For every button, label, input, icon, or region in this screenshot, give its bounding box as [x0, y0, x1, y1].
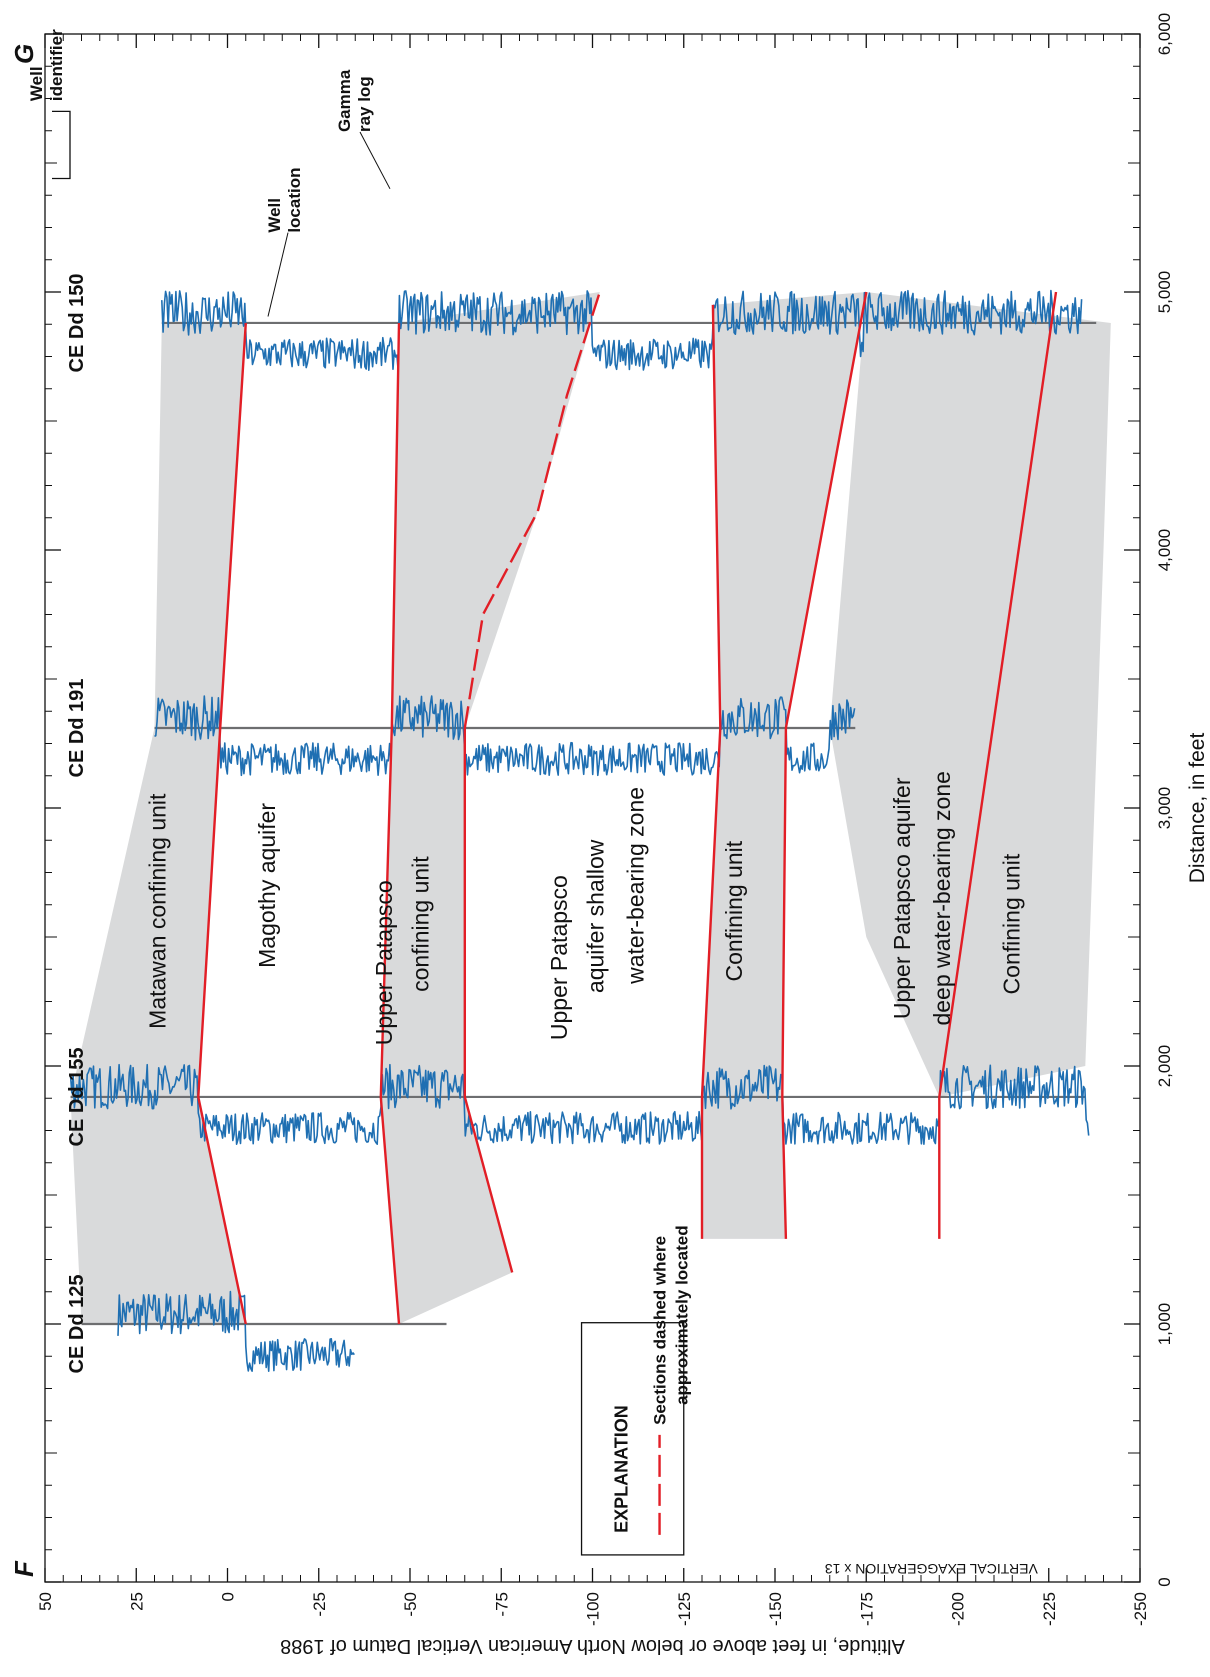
contact-line-7: [938, 291, 1058, 1239]
x-tick-label-3000: 3,000: [1155, 787, 1174, 830]
unit-label-2: Magothy aquifer: [254, 803, 280, 968]
unit-label-3: Upper Patapsco: [371, 880, 397, 1045]
x-tick-label-6000: 6,000: [1155, 13, 1174, 56]
key-well-loc-leader: [267, 232, 289, 317]
contact-line-3: [463, 728, 514, 1273]
y-tick-label-7: -125: [675, 1592, 694, 1626]
contact-line-5: [700, 304, 722, 1239]
unit-label-9: Upper Patapsco aquifer: [889, 777, 915, 1019]
explanation-entry-1: Sections dashed where: [651, 1236, 670, 1425]
explanation-box: EXPLANATION Sections dashed where approxim…: [580, 1225, 692, 1556]
unit-label-11: Confining unit: [999, 853, 1025, 994]
explanation-frame: [580, 1322, 685, 1556]
unit-label-7: water-bearing zone: [623, 787, 649, 985]
labels: F G CE Dd 125 CE Dd 155 CE Dd 191 CE Dd 150 Ma…: [9, 29, 1038, 1577]
explanation-title: EXPLANATION: [612, 1405, 632, 1533]
shaded-unit-3: [702, 292, 867, 1239]
gamma-logs: [69, 289, 1090, 1372]
axes: 0 1,000 2,000 3,000 4,000 5,000 6,000 50 25 0 -25 -…: [36, 13, 1209, 1657]
section-label-end: G: [9, 44, 39, 64]
well-id-label-2: CE Dd 155: [66, 1047, 88, 1146]
shaded-units: [70, 292, 1111, 1324]
key-well-loc-1: Well: [265, 198, 284, 233]
gamma-log-3: [154, 695, 856, 777]
unit-label-1: Matawan confining unit: [144, 793, 170, 1029]
contact-line-2: [379, 322, 401, 1325]
explanation-entry-2: approximately located: [673, 1225, 692, 1405]
unit-label-6: aquifer shallow: [582, 839, 608, 993]
key-well-loc-2: location: [285, 167, 304, 232]
well-id-label-1: CE Dd 125: [66, 1275, 88, 1374]
shaded-unit-4: [829, 292, 1111, 1097]
y-tick-label-5: -75: [492, 1592, 511, 1617]
gamma-log-2: [69, 1063, 1090, 1145]
x-axis-title: Distance, in feet: [1186, 733, 1209, 884]
y-tick-label-10: -200: [949, 1592, 968, 1626]
unit-label-8: Confining unit: [721, 840, 747, 981]
y-tick-label-12: -250: [1131, 1592, 1150, 1626]
y-tick-label-3: -25: [310, 1592, 329, 1617]
section-label-start: F: [9, 1560, 39, 1577]
y-tick-label-6: -100: [584, 1592, 603, 1626]
x-tick-label-5000: 5,000: [1155, 271, 1174, 314]
contact-line-6: [781, 291, 868, 1239]
key-gamma-2: ray log: [355, 76, 374, 132]
gamma-log-1: [117, 1290, 355, 1372]
shaded-unit-2: [380, 292, 600, 1324]
x-tick-label-1000: 1,000: [1155, 1303, 1174, 1346]
vertical-exaggeration: VERTICAL EXAGGERATION x 13: [825, 1561, 1038, 1577]
contact-line-4: [463, 291, 601, 729]
y-tick-label-1: 25: [127, 1592, 146, 1611]
y-tick-label-2: 0: [219, 1592, 238, 1601]
y-tick-label-9: -175: [857, 1592, 876, 1626]
unit-label-4: confining unit: [407, 856, 433, 992]
well-id-label-4: CE Dd 150: [66, 273, 88, 372]
contacts: [197, 291, 1058, 1325]
unit-label-5: Upper Patapsco: [546, 875, 572, 1040]
well-id-label-3: CE Dd 191: [66, 679, 88, 778]
y-tick-label-11: -225: [1040, 1592, 1059, 1626]
key-well-id-2: identifier: [47, 29, 66, 101]
shaded-unit-1: [70, 323, 246, 1324]
x-tick-label-2000: 2,000: [1155, 1045, 1174, 1088]
x-tick-label-4000: 4,000: [1155, 529, 1174, 572]
contact-line-1: [197, 322, 247, 1325]
unit-label-10: deep water-bearing zone: [929, 771, 955, 1025]
gamma-log-4: [161, 289, 1083, 372]
key-well-id-1: Well: [27, 66, 46, 101]
y-axis-title: Altitude, in feet above or below North A…: [280, 1635, 905, 1657]
key-gamma-leader: [359, 131, 391, 190]
y-tick-label-4: -50: [401, 1592, 420, 1617]
x-tick-label-0: 0: [1155, 1577, 1174, 1586]
y-tick-label-8: -150: [766, 1592, 785, 1626]
key-well-id-bracket: [52, 110, 71, 180]
key-gamma-1: Gamma: [335, 69, 354, 132]
y-tick-label-0: 50: [36, 1592, 55, 1611]
